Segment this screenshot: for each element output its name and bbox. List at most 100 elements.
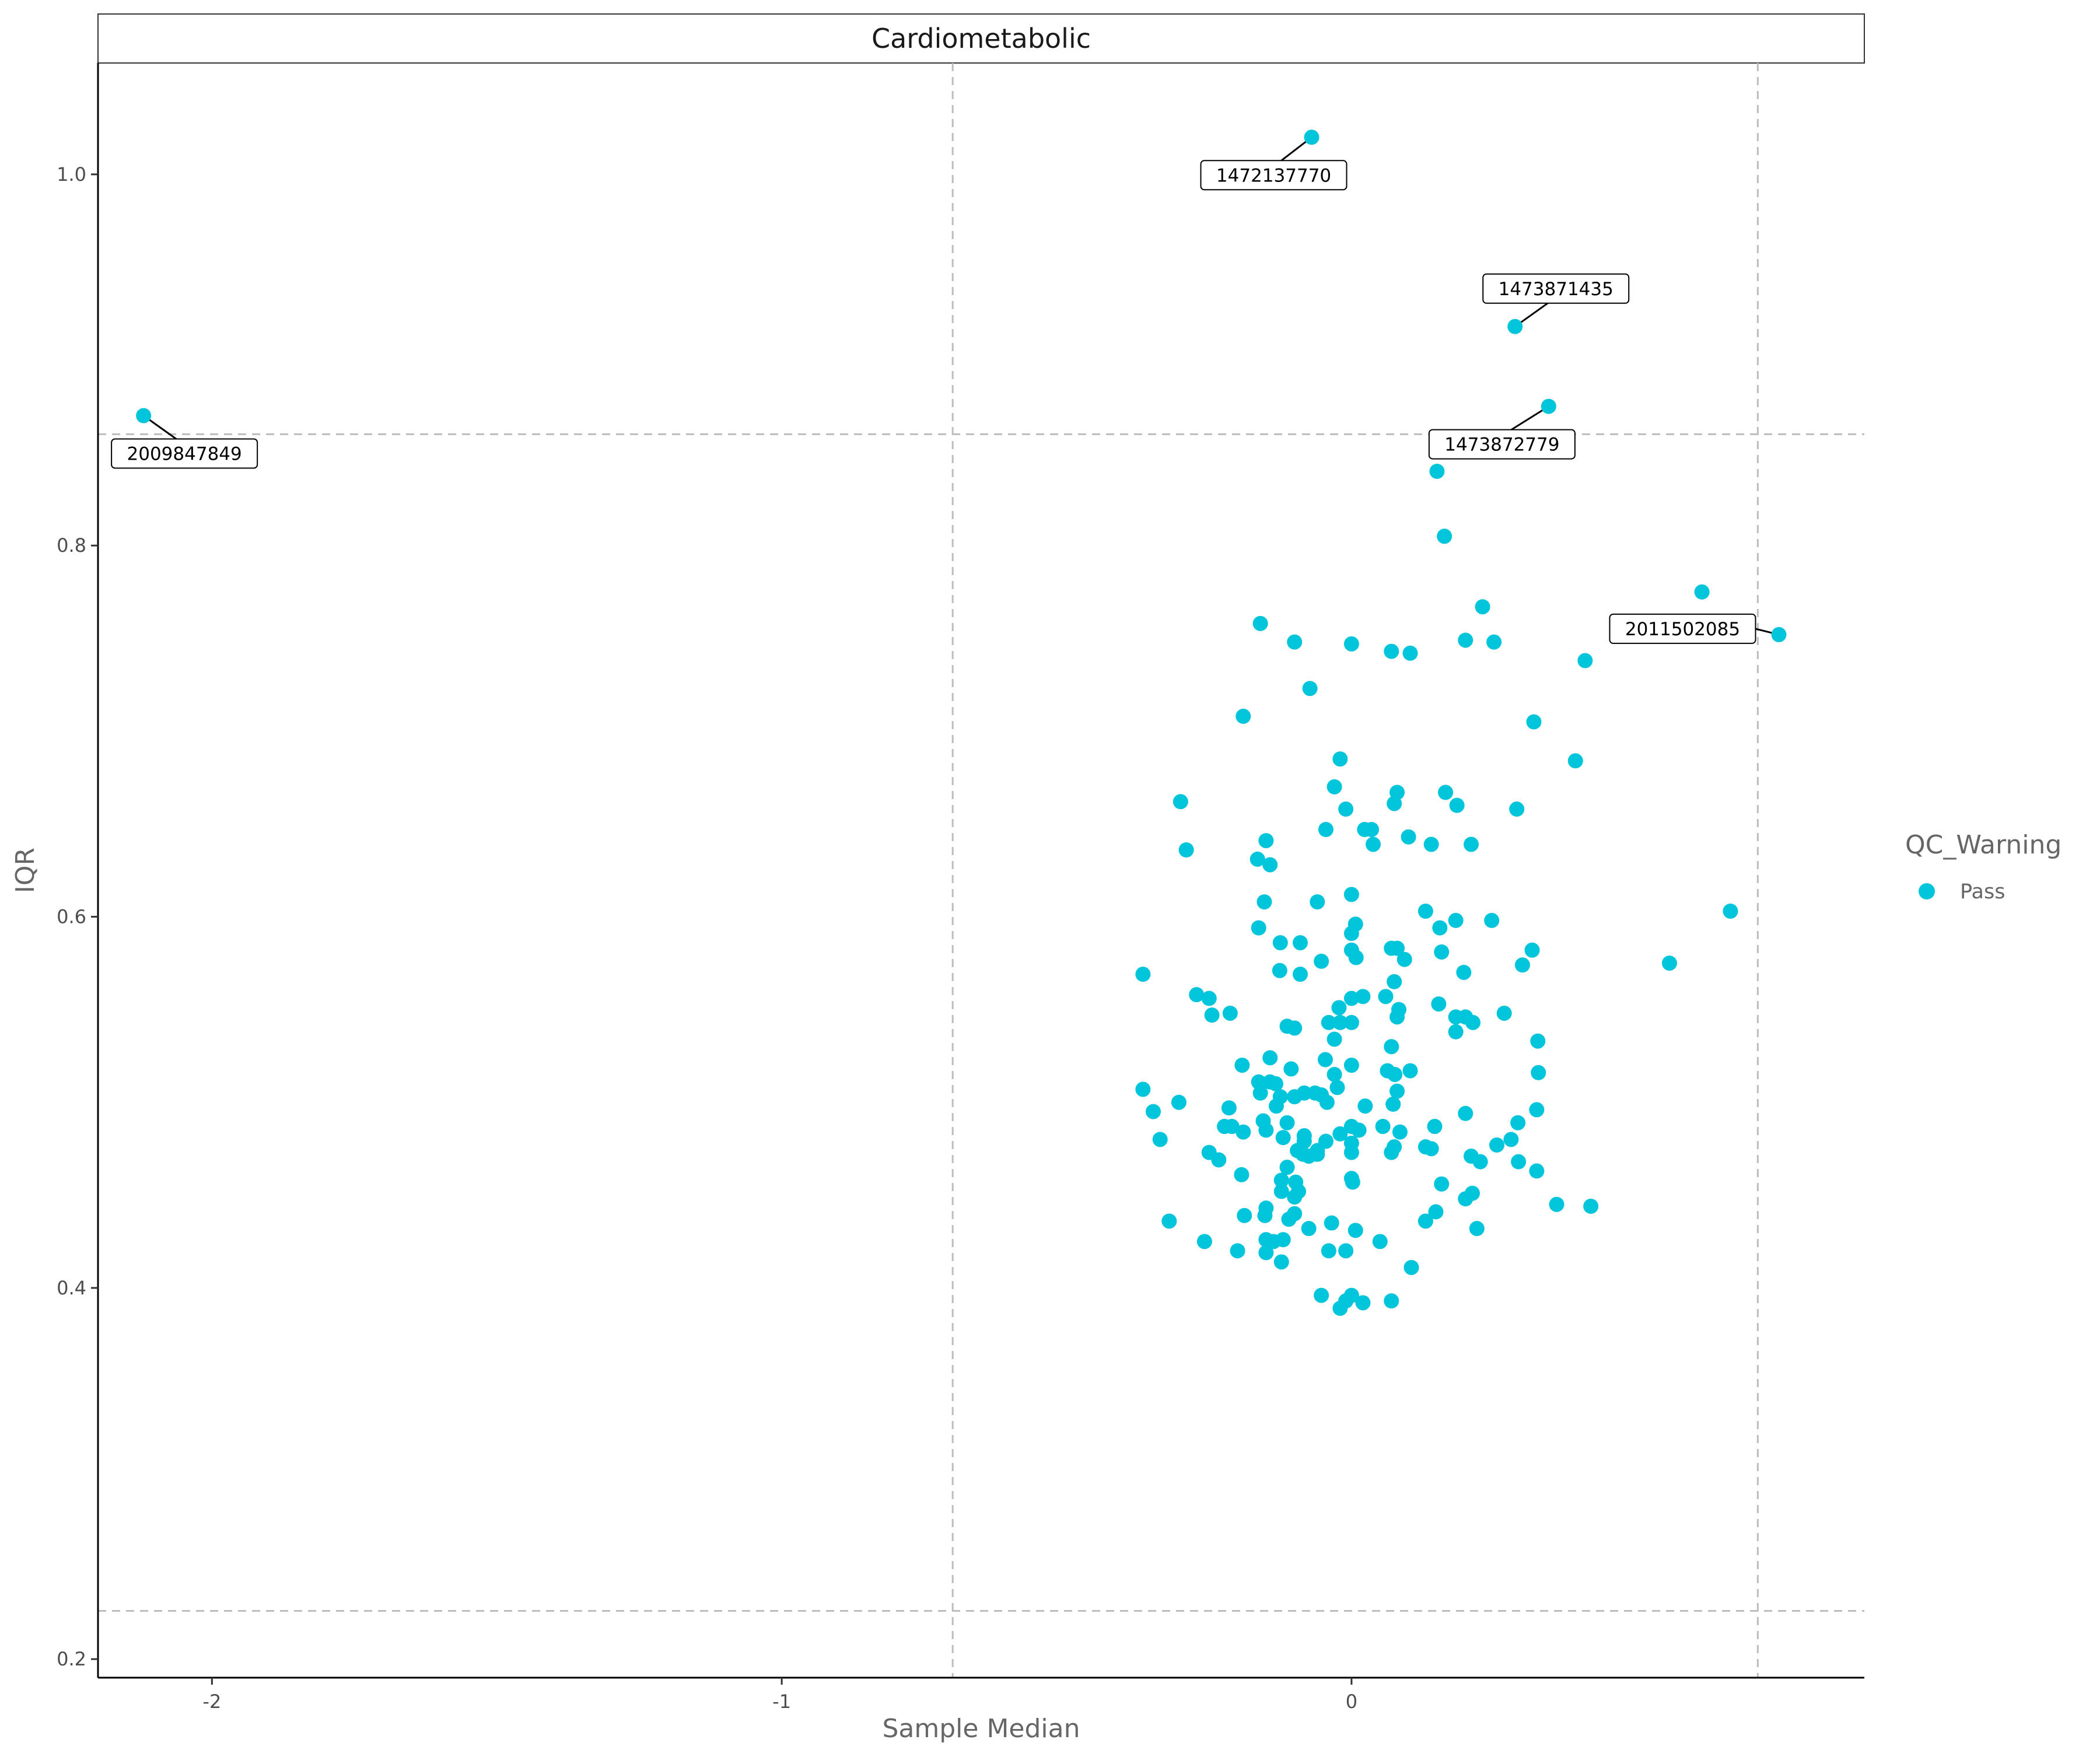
data-point: [1549, 1196, 1564, 1212]
data-point: [1304, 130, 1320, 145]
data-point: [1234, 1058, 1250, 1073]
data-point: [1541, 398, 1556, 414]
data-point: [1268, 1076, 1283, 1091]
data-point: [1332, 751, 1348, 767]
data-point: [1326, 1066, 1342, 1082]
data-point: [1268, 1098, 1284, 1114]
data-point: [1458, 1105, 1474, 1121]
y-tick-label: 1.0: [57, 163, 86, 186]
y-axis-title: IQR: [10, 848, 40, 893]
data-point: [1418, 1213, 1433, 1229]
data-point: [1486, 634, 1502, 650]
data-point: [1332, 1126, 1348, 1142]
data-point: [1384, 1144, 1399, 1160]
data-point: [1326, 1031, 1342, 1047]
data-point: [1317, 1052, 1333, 1068]
point-label-text: 2011502085: [1625, 619, 1740, 640]
point-label-text: 1473872779: [1444, 435, 1559, 456]
data-point: [1390, 1009, 1405, 1025]
data-point: [1524, 942, 1540, 958]
data-point: [1489, 1137, 1504, 1153]
data-point: [1448, 1024, 1464, 1040]
data-point: [1189, 987, 1205, 1003]
data-point: [1432, 920, 1448, 936]
point-labels: 1472137770 1473871435 1473872779 2009847849…: [111, 160, 1756, 644]
data-point: [1275, 1130, 1291, 1146]
data-point: [1771, 626, 1787, 642]
data-point: [1431, 996, 1447, 1012]
data-point: [1496, 1005, 1512, 1021]
data-point: [1530, 1033, 1546, 1049]
y-tick-label: 0.6: [57, 906, 86, 928]
x-tick-label: 0: [1346, 1690, 1357, 1713]
data-point: [1287, 1020, 1303, 1036]
data-point: [1390, 940, 1405, 956]
data-point: [1332, 1014, 1348, 1030]
label-connectors: [143, 136, 1779, 636]
data-point: [1343, 887, 1359, 902]
y-tick-label: 0.4: [57, 1277, 86, 1299]
legend: QC_Warning Pass: [1905, 830, 2062, 904]
data-point: [1529, 1163, 1545, 1179]
data-point: [1237, 1208, 1252, 1223]
data-point: [1583, 1198, 1599, 1214]
data-point: [1230, 1243, 1245, 1259]
data-point: [1567, 753, 1583, 769]
data-point: [1526, 714, 1542, 730]
data-point: [1272, 935, 1288, 951]
data-point: [1509, 802, 1525, 817]
x-tick-label: -2: [202, 1690, 221, 1713]
data-point: [1321, 1014, 1336, 1030]
facet-strip: [97, 13, 1865, 64]
data-point: [1281, 1212, 1297, 1227]
data-point: [1449, 797, 1465, 813]
data-point: [1287, 1089, 1303, 1105]
data-point: [1258, 1245, 1274, 1261]
y-axis-ticks: 0.2 0.4 0.6 0.8 1.0: [57, 163, 98, 1670]
data-point: [1384, 643, 1399, 659]
data-point: [1437, 528, 1452, 544]
data-point: [1292, 967, 1308, 982]
data-point: [1472, 1154, 1488, 1170]
point-label-box: [1609, 613, 1756, 644]
data-point: [1318, 822, 1334, 838]
data-point: [1404, 1259, 1419, 1275]
data-point: [1338, 1243, 1354, 1259]
data-point: [1338, 802, 1354, 817]
data-point: [1418, 903, 1433, 919]
x-axis-title: Sample Median: [882, 1714, 1080, 1744]
data-point: [1469, 1221, 1485, 1237]
data-point: [1295, 1146, 1311, 1162]
data-point: [1345, 1174, 1360, 1190]
legend-marker-pass: [1919, 883, 1935, 900]
x-tick-label: -1: [772, 1690, 791, 1713]
data-point: [1423, 1141, 1439, 1157]
data-point: [1531, 1065, 1546, 1080]
data-point: [1514, 957, 1530, 973]
data-point: [1378, 989, 1394, 1005]
legend-title: QC_Warning: [1905, 830, 2062, 860]
data-point: [1172, 794, 1188, 810]
data-point: [1331, 1000, 1347, 1016]
data-point: [1171, 1094, 1186, 1110]
point-label-box: [111, 438, 258, 469]
data-point: [1448, 912, 1464, 928]
data-point: [1511, 1154, 1527, 1170]
data-point: [1364, 822, 1380, 838]
data-point: [1152, 1132, 1168, 1147]
data-point: [1355, 989, 1371, 1005]
data-point: [1402, 645, 1418, 661]
data-point: [1234, 1167, 1250, 1182]
threshold-lines: [98, 63, 1864, 1678]
data-point: [1236, 708, 1251, 724]
chart-title: Cardiometabolic: [872, 23, 1091, 54]
y-tick-label: 0.2: [57, 1648, 86, 1670]
data-point: [1402, 1063, 1418, 1079]
data-point: [1456, 964, 1472, 980]
data-point: [1343, 1058, 1359, 1073]
data-point: [1387, 1066, 1403, 1082]
data-point: [1273, 1254, 1289, 1270]
data-point: [1332, 1300, 1348, 1316]
legend-label-pass: Pass: [1960, 880, 2005, 904]
